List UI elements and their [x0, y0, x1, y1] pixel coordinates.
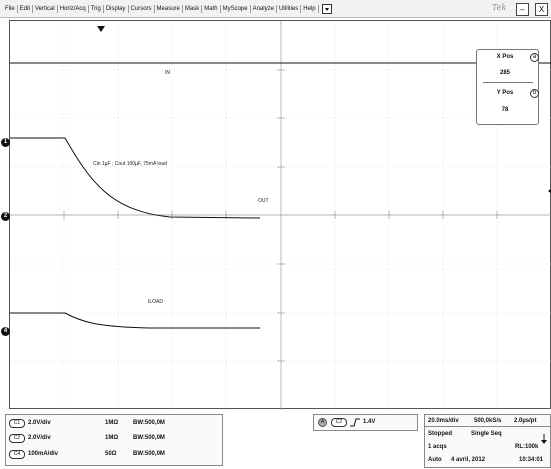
resolution: 2.0µs/pt [514, 418, 537, 424]
trigger-panel[interactable]: A C2 1.4V [313, 414, 418, 431]
x-pos-label: X Pos [496, 54, 514, 60]
label-iload: ILOAD [148, 299, 164, 305]
menu-math[interactable]: Math [202, 4, 221, 13]
y-pos-value[interactable]: 78 [501, 107, 509, 113]
y-pos-label: Y Pos [496, 90, 514, 96]
channel-row[interactable]: C1 2.0V/div 1MΩ BW:500,0M [9, 418, 219, 429]
channel-bandwidth: BW:500,0M [133, 435, 165, 441]
channel-2-marker[interactable]: 2 [1, 212, 10, 221]
menu-help[interactable]: Help [301, 4, 319, 13]
menu-mask[interactable]: Mask [183, 4, 203, 13]
dropdown-arrow-icon[interactable] [321, 3, 332, 14]
channel-bandwidth: BW:500,0M [133, 451, 165, 457]
channel-impedance: 50Ω [105, 451, 117, 457]
date: 4 avril, 2012 [451, 457, 486, 463]
channel-scale: 100mA/div [28, 451, 59, 457]
down-arrow-icon [541, 434, 547, 444]
minimize-button[interactable]: – [516, 3, 529, 16]
trigger-level-icon[interactable] [548, 188, 551, 194]
menu-analyze[interactable]: Analyze [251, 4, 277, 13]
record-length: RL:100k [515, 444, 539, 450]
label-in: IN [165, 70, 170, 76]
close-button[interactable]: X [535, 3, 548, 16]
brand-logo: Tek [492, 3, 507, 12]
channel-badge[interactable]: C2 [9, 434, 25, 443]
sample-rate: 500,0kS/s [474, 418, 502, 424]
menu-cursors[interactable]: Cursors [129, 4, 155, 13]
acquisition-panel[interactable]: 20.0ms/div 500,0kS/s 2.0µs/pt Stopped Si… [424, 414, 551, 468]
channel-badge[interactable]: C4 [9, 450, 25, 459]
menu-myscope[interactable]: MyScope [221, 4, 251, 13]
channel-1-marker[interactable]: 1 [1, 138, 10, 147]
menu-vertical[interactable]: Vertical [33, 4, 58, 13]
cursor-divider [483, 82, 533, 83]
cursor-a-icon[interactable]: a [530, 53, 539, 62]
menu-display[interactable]: Display [104, 4, 129, 13]
waveform-iload [10, 312, 260, 329]
menu-utilities[interactable]: Utilities [277, 4, 302, 13]
channel-row[interactable]: C4 100mA/div 50Ω BW:500,0M [9, 449, 219, 460]
trigger-mode: Auto [428, 457, 442, 463]
menu-bar: File Edit Vertical Horiz/Acq Trig Displa… [0, 0, 551, 18]
cursor-b-icon[interactable]: b [530, 89, 539, 98]
waveform-out [10, 137, 261, 219]
trigger-source-badge[interactable]: C2 [331, 418, 347, 427]
channel-4-marker[interactable]: 4 [1, 327, 10, 336]
menu-file[interactable]: File [3, 4, 18, 13]
acquisition-state: Stopped [428, 431, 452, 437]
status-area: C1 2.0V/div 1MΩ BW:500,0M C2 2.0V/div 1M… [0, 410, 551, 469]
time: 10:34:01 [519, 457, 544, 463]
channel-impedance: 1MΩ [105, 420, 119, 426]
acquisition-divider [425, 426, 551, 427]
channel-badge[interactable]: C1 [9, 419, 25, 428]
menu-horiz-acq[interactable]: Horiz/Acq [58, 4, 89, 13]
graticule-grid [10, 21, 551, 410]
cursor-readout[interactable]: X Pos a 285 Y Pos b 78 [476, 49, 539, 125]
channel-row[interactable]: C2 2.0V/div 1MΩ BW:500,0M [9, 433, 219, 444]
x-pos-value[interactable]: 285 [499, 70, 510, 76]
channel-impedance: 1MΩ [105, 435, 119, 441]
acquisition-count: 1 acqs [428, 444, 447, 450]
acquisition-mode[interactable]: Single Seq [471, 431, 502, 437]
menu-edit[interactable]: Edit [18, 4, 34, 13]
label-condition: Cin 1µF ; Cout 100µF, 75mA load [93, 161, 167, 167]
timebase: 20.0ms/div [428, 418, 459, 424]
channel-bandwidth: BW:500,0M [133, 420, 165, 426]
rising-edge-icon [350, 418, 360, 427]
trigger-position-icon[interactable] [97, 26, 105, 32]
channel-scale: 2.0V/div [28, 435, 51, 441]
trigger-level: 1.4V [363, 419, 376, 425]
menu-measure[interactable]: Measure [155, 4, 183, 13]
waveform-graticule[interactable]: IN Cin 1µF ; Cout 100µF, 75mA load OUT I… [9, 20, 551, 410]
label-out: OUT [258, 198, 269, 204]
menu-trig[interactable]: Trig [89, 4, 104, 13]
channel-settings-panel: C1 2.0V/div 1MΩ BW:500,0M C2 2.0V/div 1M… [5, 414, 223, 466]
channel-scale: 2.0V/div [28, 420, 51, 426]
trigger-a-badge: A [318, 418, 327, 427]
